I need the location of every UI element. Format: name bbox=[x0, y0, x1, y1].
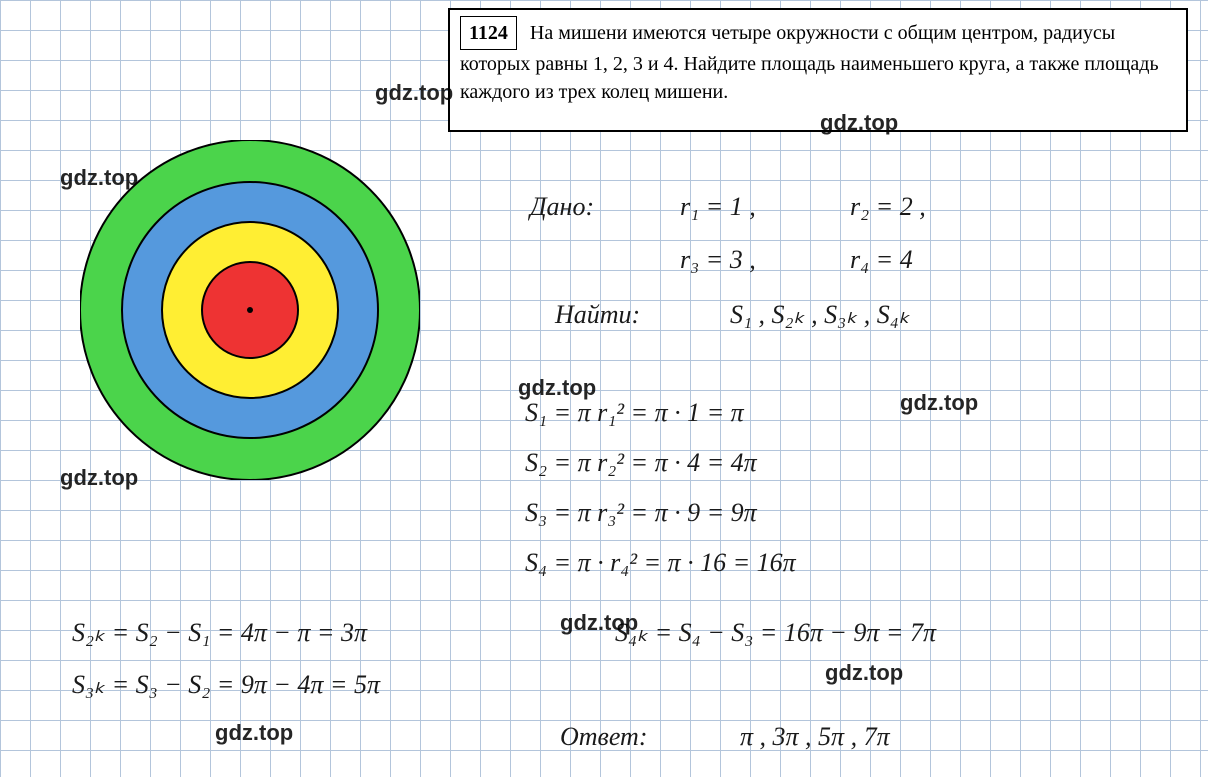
given-r1: r₁ = 1 , bbox=[680, 192, 756, 222]
problem-text: На мишени имеются четыре окружности с об… bbox=[460, 22, 1159, 103]
solution-s4k: S₄ₖ = S₄ − S₃ = 16π − 9π = 7π bbox=[615, 618, 936, 648]
find-label: Найти: bbox=[555, 300, 640, 330]
answer-label: Ответ: bbox=[560, 722, 647, 752]
solution-s3: S₃ = π r₃² = π · 9 = 9π bbox=[525, 498, 757, 528]
given-r4: r₄ = 4 bbox=[850, 245, 913, 275]
answer-values: π , 3π , 5π , 7π bbox=[740, 722, 890, 752]
problem-statement-box: 1124 На мишени имеются четыре окружности… bbox=[448, 8, 1188, 132]
solution-s1: S₁ = π r₁² = π · 1 = π bbox=[525, 398, 744, 428]
solution-s2: S₂ = π r₂² = π · 4 = 4π bbox=[525, 448, 757, 478]
solution-s3k: S₃ₖ = S₃ − S₂ = 9π − 4π = 5π bbox=[72, 670, 380, 700]
center-dot bbox=[247, 307, 253, 313]
find-values: S₁ , S₂ₖ , S₃ₖ , S₄ₖ bbox=[730, 300, 910, 330]
target-diagram bbox=[80, 140, 420, 480]
given-r2: r₂ = 2 , bbox=[850, 192, 926, 222]
solution-s4: S₄ = π · r₄² = π · 16 = 16π bbox=[525, 548, 796, 578]
given-label: Дано: bbox=[530, 192, 594, 222]
solution-s2k: S₂ₖ = S₂ − S₁ = 4π − π = 3π bbox=[72, 618, 367, 648]
given-r3: r₃ = 3 , bbox=[680, 245, 756, 275]
problem-number: 1124 bbox=[460, 16, 517, 50]
